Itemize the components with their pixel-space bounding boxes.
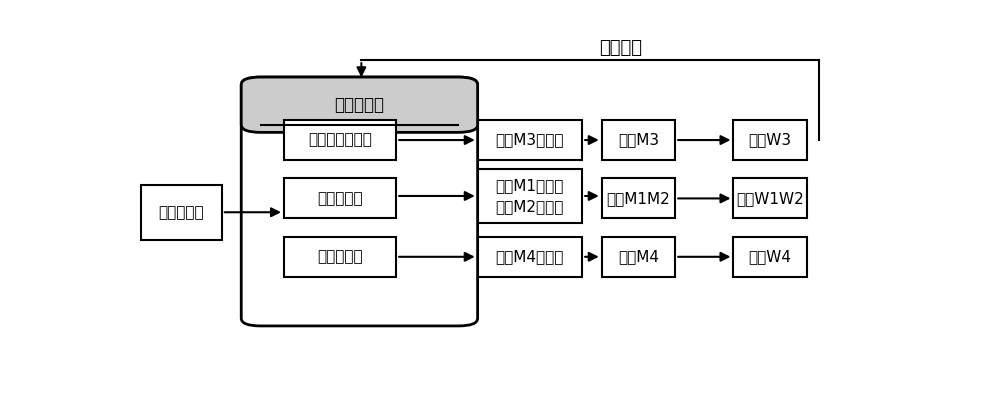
Text: 电机M3驱动部: 电机M3驱动部 (496, 132, 564, 148)
Text: 电机M1驱动部
电机M2驱动部: 电机M1驱动部 电机M2驱动部 (496, 178, 564, 214)
Bar (284, 237, 396, 277)
Bar (478, 169, 582, 223)
Bar (602, 237, 675, 277)
Text: 电机M1M2: 电机M1M2 (607, 191, 670, 206)
FancyBboxPatch shape (241, 77, 478, 132)
Text: 光楔W1W2: 光楔W1W2 (736, 191, 804, 206)
Bar (733, 237, 807, 277)
Bar (602, 120, 675, 160)
Text: 指令发送部: 指令发送部 (158, 205, 204, 220)
Bar (263, 122, 456, 126)
Bar (261, 103, 458, 124)
Bar (140, 185, 222, 240)
Text: 速度信号: 速度信号 (600, 39, 642, 57)
Text: 光楔W4: 光楔W4 (749, 249, 792, 264)
Text: 锥度控制部: 锥度控制部 (317, 249, 363, 264)
Bar (284, 120, 396, 160)
Bar (478, 120, 582, 160)
Bar (478, 237, 582, 277)
Bar (733, 178, 807, 218)
Text: 电机M3: 电机M3 (618, 132, 659, 148)
Bar (602, 178, 675, 218)
FancyBboxPatch shape (241, 77, 478, 326)
Text: 指令运算部: 指令运算部 (334, 96, 384, 114)
Text: 孔径控制部: 孔径控制部 (317, 191, 363, 206)
Text: 电机M4驱动部: 电机M4驱动部 (496, 249, 564, 264)
Bar (733, 120, 807, 160)
Text: 光楔W3: 光楔W3 (749, 132, 792, 148)
Text: 基准速度控制部: 基准速度控制部 (308, 132, 372, 148)
Bar (284, 178, 396, 218)
Text: 电机M4: 电机M4 (618, 249, 659, 264)
